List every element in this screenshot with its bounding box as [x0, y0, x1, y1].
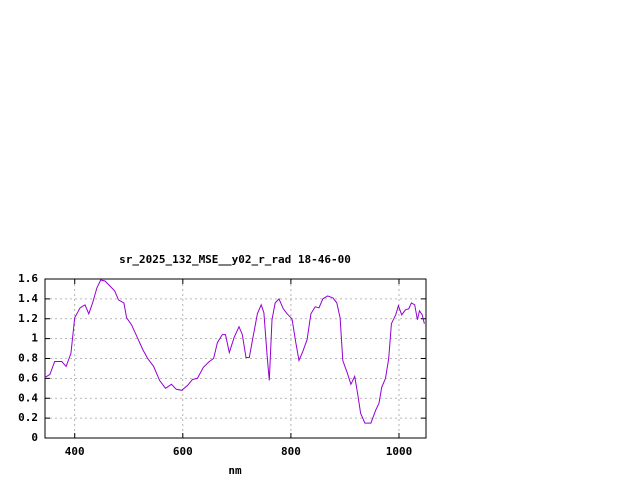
y-tick-label: 0.2 [18, 411, 38, 424]
y-tick-label: 1.6 [18, 272, 38, 285]
y-tick-label: 1.2 [18, 312, 38, 325]
y-tick-label: 0.4 [18, 391, 38, 404]
x-tick-label: 800 [281, 445, 301, 458]
x-axis-label: nm [228, 464, 242, 477]
x-tick-label: 1000 [386, 445, 413, 458]
chart-title: sr_2025_132_MSE__y02_r_rad 18-46-00 [119, 253, 351, 266]
y-tick-label: 1.4 [18, 292, 38, 305]
plot-border [44, 278, 427, 439]
data-line [44, 279, 425, 424]
y-tick-label: 0 [31, 431, 38, 444]
y-tick-label: 1 [31, 332, 38, 345]
y-tick-label: 0.8 [18, 352, 38, 365]
x-tick-label: 400 [65, 445, 85, 458]
x-tick-label: 600 [173, 445, 193, 458]
y-tick-label: 0.6 [18, 371, 38, 384]
